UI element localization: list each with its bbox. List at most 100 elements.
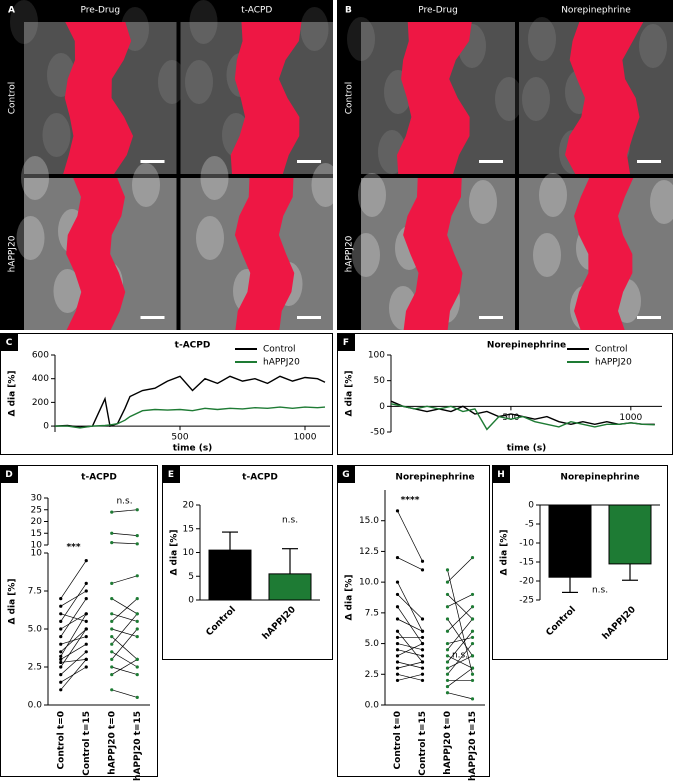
point [84,589,88,593]
panel-label-bg [492,465,510,483]
panel-frame [0,333,333,455]
point [135,574,139,578]
scale-bar [297,316,321,319]
point [110,642,114,646]
pair-line [111,532,138,536]
y-tick-label: 5.0 [365,639,380,649]
point [59,642,63,646]
x-axis-label: time (s) [173,444,213,454]
row-header: hAPPJ20 [8,235,18,272]
y-tick-label: 15 [31,529,42,539]
pair-line [447,606,473,632]
point [395,509,400,513]
point [470,629,475,633]
pair-line [111,659,138,675]
texture [311,163,340,207]
point [395,666,400,670]
pair-line [111,689,138,698]
point [470,605,475,609]
scale-bar [479,160,503,163]
point [420,672,425,676]
pair-line [111,613,138,622]
point [135,673,139,677]
point [395,660,400,664]
pair-line [111,613,138,645]
point [135,627,139,631]
annotation: n.s. [592,586,608,596]
texture [132,163,160,207]
annotation: *** [66,543,80,553]
point [470,592,475,597]
point [445,678,450,683]
y-tick-label: 10 [183,548,195,558]
point [135,619,139,624]
x-tick-label: Control t=15 [418,711,428,776]
panel-label: E [168,470,174,480]
point [84,642,88,646]
pair-line [397,581,423,632]
pair-line [447,594,473,608]
point [59,619,63,624]
x-tick-label: hAPPJ20 [261,605,298,642]
y-tick-label: 50 [374,376,386,386]
y-tick-label: 7.5 [365,608,379,618]
chart-title: Norepinephrine [560,473,639,483]
y-axis-label: Δ dia [%] [8,370,18,416]
point [84,581,88,586]
annotation: n.s. [282,516,298,526]
texture [53,269,82,313]
panel-label: H [497,470,505,480]
point [84,612,88,616]
pair-line [447,557,473,583]
pair-line [60,666,87,683]
bar [608,504,652,565]
pair-line [447,655,473,669]
y-tick-label: 30 [31,494,43,504]
panel-frame [162,465,333,660]
point [445,666,450,670]
panel-label-bg [337,333,355,351]
pair-line [111,651,138,668]
point [84,650,88,654]
pair-line [397,606,423,644]
point [135,534,139,538]
point [110,612,114,616]
y-tick-label: 0 [379,402,385,412]
x-tick-label: hAPPJ20 t=0 [107,711,117,775]
panel-label-bg [0,465,18,483]
x-tick-label: 500 [502,413,519,423]
point [420,629,425,633]
texture [539,173,567,217]
y-tick-label: 0 [188,596,194,606]
legend-label: Control [263,345,296,355]
pair-line [60,613,87,630]
series-line [55,406,326,429]
point [445,592,450,597]
texture [42,113,71,157]
point [110,510,114,514]
point [470,555,475,560]
point [59,627,63,631]
point [395,629,400,633]
point [84,635,88,639]
texture [352,233,380,277]
legend-label: hAPPJ20 [263,358,300,368]
pair-line [60,560,87,599]
vessel [230,22,302,174]
x-tick-label: 1000 [619,413,642,423]
column-header: Norepinephrine [561,6,631,16]
x-tick-label: Control [545,605,578,638]
point [420,559,425,563]
point [59,680,63,684]
panel-label: D [5,470,12,480]
pair-line [60,643,87,660]
x-tick-label: hAPPJ20 [601,605,638,642]
y-axis-label: Δ dia [%] [170,529,180,575]
point [420,568,425,572]
point [59,660,63,665]
y-tick-label: 0 [43,422,49,432]
column-header: Pre-Drug [418,6,458,16]
pair-line [111,509,138,513]
point [470,641,475,646]
